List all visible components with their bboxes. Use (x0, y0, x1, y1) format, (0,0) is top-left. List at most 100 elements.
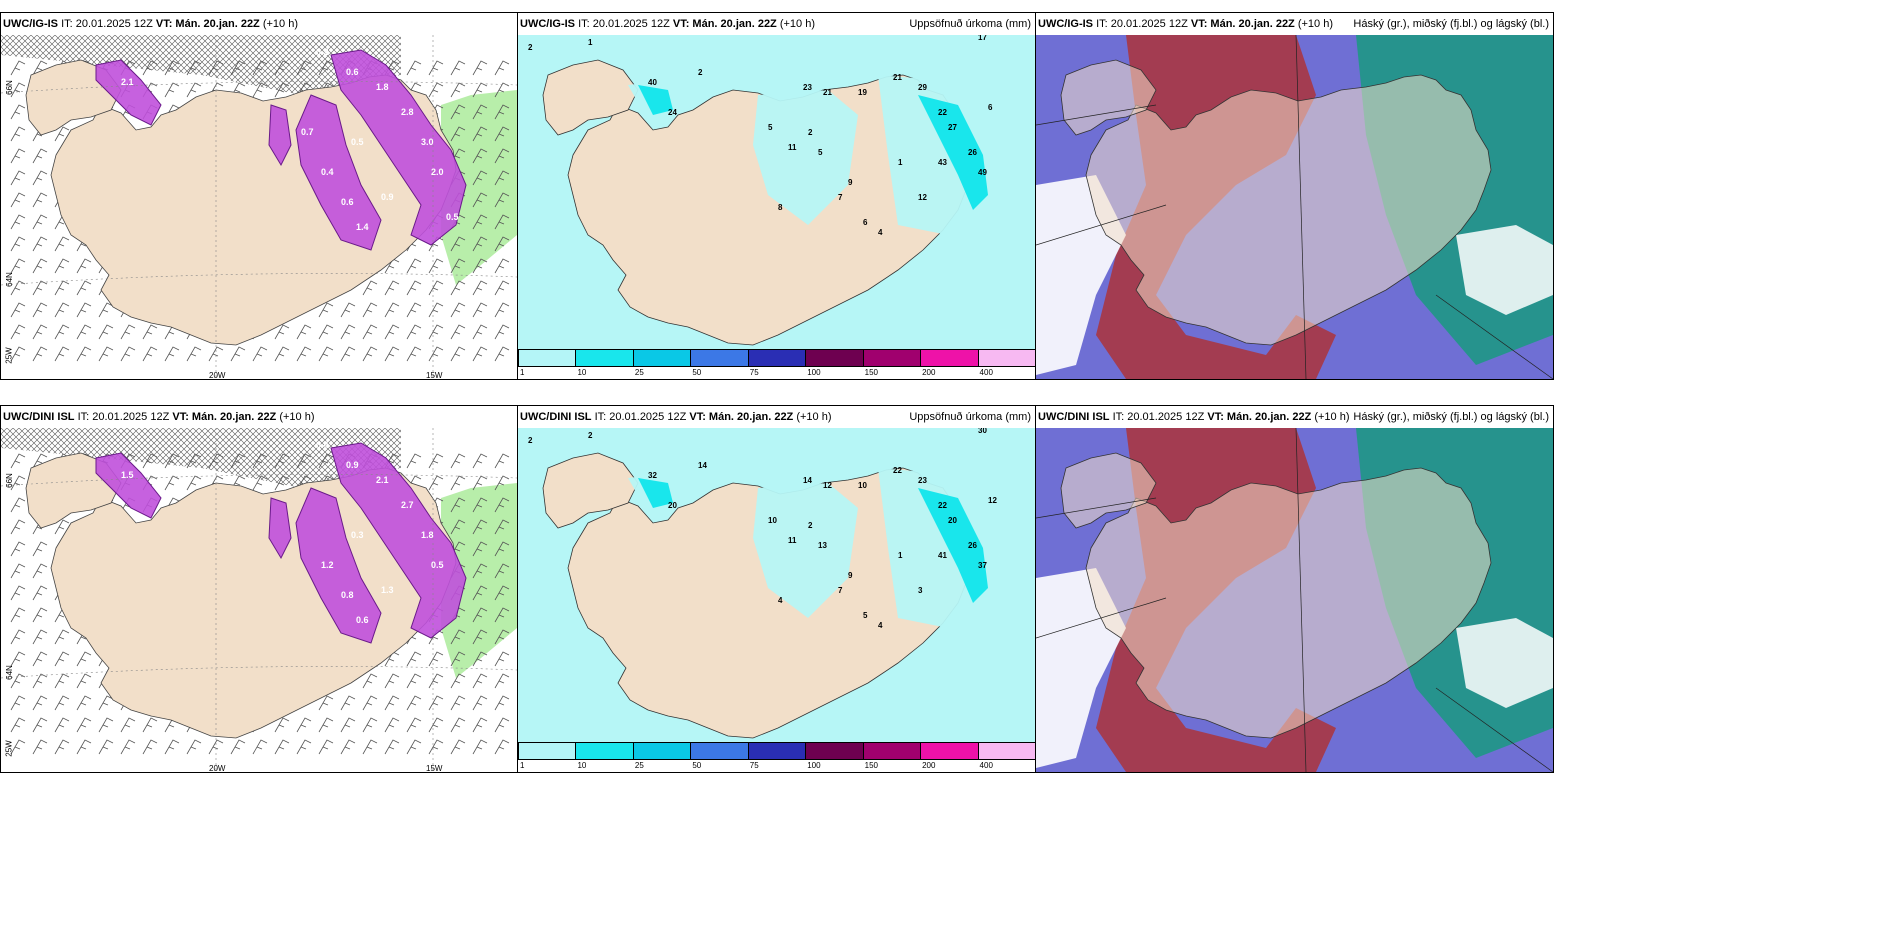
axis-label-25w: 25W (4, 740, 14, 757)
precip-area-heavy (638, 85, 673, 115)
wind-barb (32, 214, 48, 230)
wind-barb (494, 148, 510, 164)
wind-barb (362, 673, 378, 689)
colorbar-label: 25 (634, 761, 644, 770)
wind-barb (472, 607, 488, 623)
wind-barb (494, 519, 510, 535)
wind-barb (10, 585, 26, 601)
wind-barb (164, 346, 180, 362)
wind-barb (296, 60, 312, 76)
wind-barb (450, 651, 466, 667)
wind-barb (54, 673, 70, 689)
snow-value-label: 0.8 (341, 590, 354, 600)
wind-barb (208, 453, 224, 469)
wind-barb (450, 695, 466, 711)
colorbar-segment (518, 742, 577, 760)
wind-barb (142, 346, 158, 362)
precip-value-label: 7 (838, 586, 843, 595)
colorbar-label: 1 (520, 761, 525, 770)
snow-value-label: 2.0 (431, 167, 444, 177)
wind-barb (32, 148, 48, 164)
precip-value-label: 7 (838, 193, 843, 202)
axis-label-20w: 20W (209, 764, 226, 773)
precip-value-label: 30 (978, 428, 987, 435)
precip-value-label: 3 (918, 586, 923, 595)
wind-barb (472, 717, 488, 733)
wind-barb (10, 453, 26, 469)
panel-snow-wind-igis: UWC/IG-IS IT: 20.01.2025 12Z VT: Mán. 20… (0, 12, 518, 380)
wind-barb (494, 475, 510, 491)
wind-barb (472, 192, 488, 208)
precip-value-label: 5 (768, 123, 773, 132)
wind-barb (10, 192, 26, 208)
rain-area (441, 483, 517, 678)
colorbar-segment (920, 742, 979, 760)
wind-barb (406, 651, 422, 667)
precip-value-label: 41 (938, 551, 947, 560)
colorbar-label: 200 (922, 761, 936, 770)
wind-barb (494, 695, 510, 711)
iceland-landmass (1085, 74, 1492, 346)
snow-value-label: 1.3 (381, 585, 394, 595)
wind-barb (406, 695, 422, 711)
snow-value-label: 0.4 (316, 440, 329, 450)
wind-barb (186, 475, 202, 491)
wind-barb (10, 214, 26, 230)
axis-label-66n: 66N (4, 473, 14, 488)
precip-value-label: 29 (918, 83, 927, 92)
wind-barb (428, 258, 444, 274)
wind-barb (32, 673, 48, 689)
precip-value-label: 8 (778, 203, 783, 212)
wind-barb (54, 651, 70, 667)
wind-barb (10, 673, 26, 689)
wind-barb (32, 541, 48, 557)
precip-value-label: 49 (978, 168, 987, 177)
precip-value-label: 21 (893, 73, 902, 82)
snow-value-label: 0.9 (381, 192, 394, 202)
colorbar-segment (690, 349, 749, 367)
clear-sky-area (1456, 618, 1553, 708)
colorbar-label: 200 (922, 368, 936, 377)
wind-barb (472, 585, 488, 601)
precip-area (753, 483, 858, 618)
panel-title: UWC/DINI ISL IT: 20.01.2025 12Z VT: Mán.… (1, 406, 517, 428)
wind-barb (54, 302, 70, 318)
wind-barb (472, 214, 488, 230)
wind-barb (76, 324, 92, 340)
wind-barb (274, 82, 290, 98)
wind-barb (450, 346, 466, 362)
wind-barb (54, 739, 70, 755)
wind-barb (274, 453, 290, 469)
wind-barb (32, 717, 48, 733)
precip-value-label: 1 (898, 158, 903, 167)
wind-barb (340, 346, 356, 362)
wind-barb (428, 651, 444, 667)
precip-value-label: 4 (778, 596, 783, 605)
wind-barb (120, 346, 136, 362)
rain-area (441, 90, 517, 285)
wind-barb (54, 519, 70, 535)
wind-barb (494, 302, 510, 318)
precip-value-label: 6 (863, 218, 868, 227)
wind-barb (274, 717, 290, 733)
wind-barb (252, 346, 268, 362)
wind-barb (428, 302, 444, 318)
wind-barb (186, 60, 202, 76)
wind-barb (32, 739, 48, 755)
precip-area (753, 90, 858, 225)
wind-barb (472, 346, 488, 362)
wind-barb (32, 170, 48, 186)
precip-colorbar: 1 10 25 50 75 100 150 200 400 (518, 349, 1035, 379)
precip-value-label: 17 (978, 35, 987, 42)
wind-barb (186, 346, 202, 362)
wind-barb (406, 302, 422, 318)
precip-value-label: 12 (823, 481, 832, 490)
colorbar-label: 10 (577, 368, 587, 377)
wind-barb (494, 82, 510, 98)
colorbar-label: 10 (577, 761, 587, 770)
wind-barb (230, 346, 246, 362)
wind-barb (252, 739, 268, 755)
wind-barb (32, 192, 48, 208)
snow-value-label: 1.8 (421, 530, 434, 540)
